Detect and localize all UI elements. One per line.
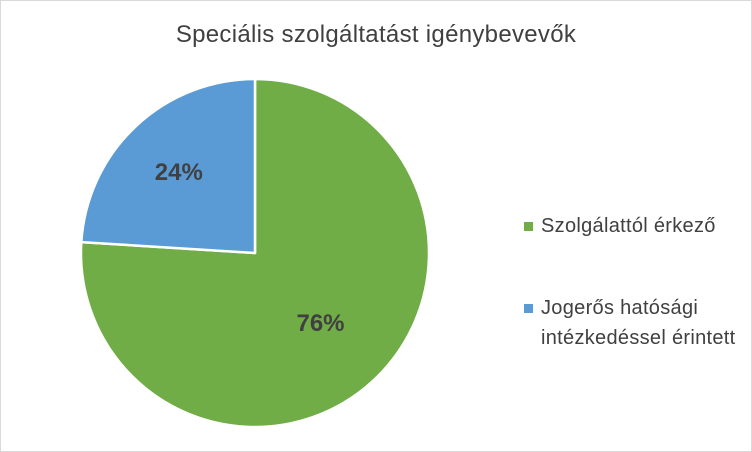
legend-item-szolgalattol: Szolgálattól érkező — [524, 211, 744, 241]
legend-label-szolgalattol: Szolgálattól érkező — [541, 215, 716, 237]
legend-item-jogeros: Jogerős hatósági intézkedéssel érintett — [524, 293, 744, 353]
legend-swatch-jogeros — [524, 304, 533, 313]
chart-title: Speciális szolgáltatást igénybevevők — [175, 21, 577, 48]
slice-label-szolgalattol: 76% — [296, 310, 344, 337]
legend: Szolgálattól érkező Jogerős hatósági int… — [524, 211, 744, 353]
legend-swatch-szolgalattol — [524, 222, 533, 231]
pie-slice-jogeros — [80, 77, 257, 255]
legend-label-jogeros: Jogerős hatósági intézkedéssel érintett — [541, 297, 736, 349]
slice-label-jogeros: 24% — [155, 159, 203, 186]
